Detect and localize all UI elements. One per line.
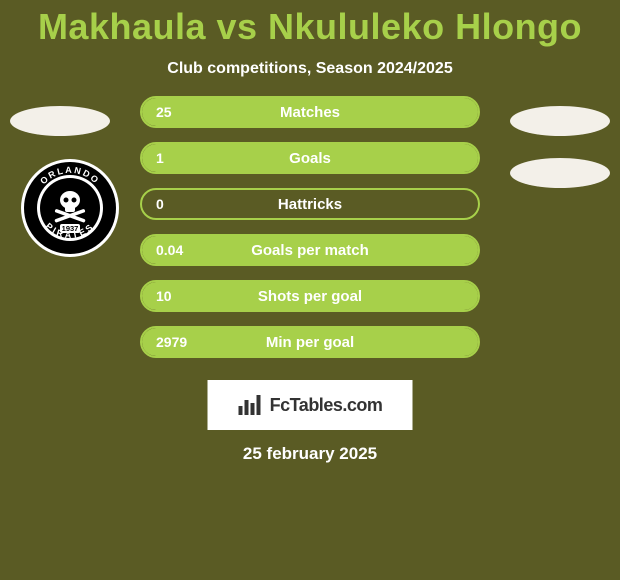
root: Makhaula vs Nkululeko Hlongo Club compet… [0,0,620,580]
arena: ORLANDO PIRATES 1937 [0,96,620,580]
team-left-logo-placeholder [10,106,110,136]
attribution-plate: FcTables.com [208,380,413,430]
crest-svg: ORLANDO PIRATES 1937 [20,158,120,258]
stat-label: Hattricks [278,196,342,213]
stat-value: 2979 [156,334,187,350]
stat-label: Goals per match [251,242,369,259]
stat-value: 1 [156,150,164,166]
stat-row-hattricks: 0 Hattricks [140,188,480,220]
stat-value: 0 [156,196,164,212]
page-title: Makhaula vs Nkululeko Hlongo [38,6,582,48]
stat-row-matches: 25 Matches [140,96,480,128]
stat-value: 25 [156,104,172,120]
stats-list: 25 Matches 1 Goals 0 Hattricks 0.04 Goal… [140,96,480,358]
subtitle: Club competitions, Season 2024/2025 [167,60,452,78]
stat-value: 10 [156,288,172,304]
stat-label: Min per goal [266,334,354,351]
team-right-logo-placeholder-2 [510,158,610,188]
stat-value: 0.04 [156,242,183,258]
attribution-text: FcTables.com [270,395,383,416]
stat-label: Goals [289,150,331,167]
stat-row-min-per-goal: 2979 Min per goal [140,326,480,358]
stat-row-goals-per-match: 0.04 Goals per match [140,234,480,266]
stat-row-goals: 1 Goals [140,142,480,174]
date-text: 25 february 2025 [243,444,377,464]
stat-label: Shots per goal [258,288,362,305]
attribution-bars-icon [238,394,264,416]
team-left-crest: ORLANDO PIRATES 1937 [20,158,120,258]
stat-label: Matches [280,104,340,121]
team-right-logo-placeholder-1 [510,106,610,136]
crest-year: 1937 [62,224,79,233]
stat-row-shots-per-goal: 10 Shots per goal [140,280,480,312]
